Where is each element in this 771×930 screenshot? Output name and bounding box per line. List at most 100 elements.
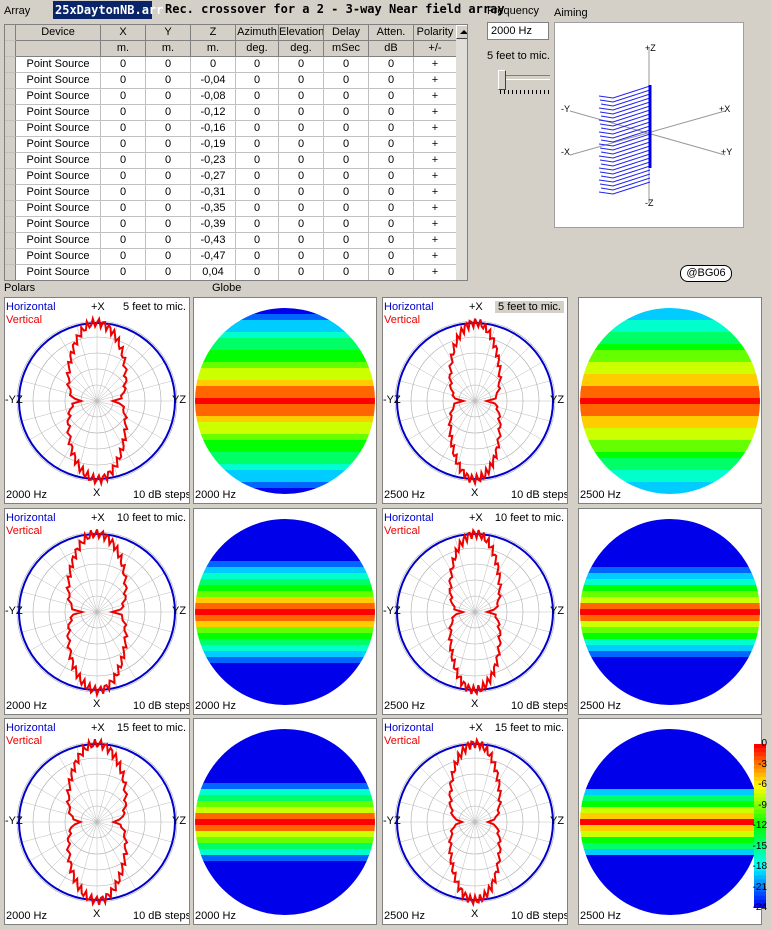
row-gutter[interactable]	[5, 265, 16, 280]
table-cell[interactable]: 0	[146, 73, 191, 89]
table-cell[interactable]: Point Source	[16, 121, 101, 137]
table-cell[interactable]: 0	[324, 185, 369, 201]
row-gutter[interactable]	[5, 217, 16, 233]
table-cell[interactable]: +	[414, 73, 457, 89]
column-header[interactable]: Polarity	[414, 25, 457, 41]
row-gutter[interactable]	[5, 105, 16, 121]
array-filename[interactable]: 25xDaytonNB.arr	[53, 1, 164, 19]
table-cell[interactable]: 0	[324, 121, 369, 137]
table-cell[interactable]: 0	[146, 217, 191, 233]
table-cell[interactable]: +	[414, 185, 457, 201]
table-cell[interactable]: 0	[146, 265, 191, 280]
table-cell[interactable]: 0	[324, 233, 369, 249]
row-gutter[interactable]	[5, 201, 16, 217]
table-cell[interactable]: 0	[369, 137, 414, 153]
table-cell[interactable]: -0,08	[191, 89, 236, 105]
table-cell[interactable]: 0	[369, 265, 414, 280]
table-cell[interactable]: 0	[369, 233, 414, 249]
table-cell[interactable]: 0	[236, 185, 279, 201]
table-cell[interactable]: +	[414, 89, 457, 105]
table-cell[interactable]: 0	[369, 89, 414, 105]
table-cell[interactable]: 0	[146, 57, 191, 73]
column-header[interactable]: Device	[16, 25, 101, 41]
table-cell[interactable]: 0	[369, 217, 414, 233]
scroll-up-arrow-icon[interactable]	[456, 25, 467, 39]
table-cell[interactable]: +	[414, 233, 457, 249]
table-cell[interactable]: -0,43	[191, 233, 236, 249]
row-gutter[interactable]	[5, 153, 16, 169]
table-cell[interactable]: 0	[101, 169, 146, 185]
table-row[interactable]: Point Source 0 0 0 0 0 0 0 +	[5, 57, 467, 73]
table-cell[interactable]: 0	[324, 201, 369, 217]
globe-panel[interactable]: 2000 Hz	[193, 297, 377, 504]
table-cell[interactable]: -0,31	[191, 185, 236, 201]
table-cell[interactable]: Point Source	[16, 249, 101, 265]
table-row[interactable]: Point Source 0 0 -0,27 0 0 0 0 +	[5, 169, 467, 185]
table-cell[interactable]: 0	[101, 233, 146, 249]
table-cell[interactable]: 0	[279, 89, 324, 105]
table-cell[interactable]: Point Source	[16, 217, 101, 233]
table-cell[interactable]: +	[414, 121, 457, 137]
table-cell[interactable]: 0	[324, 217, 369, 233]
table-cell[interactable]: +	[414, 57, 457, 73]
table-cell[interactable]: 0	[146, 249, 191, 265]
table-cell[interactable]: 0	[236, 73, 279, 89]
table-cell[interactable]: 0	[279, 185, 324, 201]
polar-panel[interactable]: Horizontal Vertical +X X -YZ YZ 2500 Hz 10 dB s…	[382, 718, 568, 925]
table-cell[interactable]: 0	[369, 249, 414, 265]
table-cell[interactable]: 0	[236, 265, 279, 280]
table-row[interactable]: Point Source 0 0 -0,47 0 0 0 0 +	[5, 249, 467, 265]
table-cell[interactable]: +	[414, 201, 457, 217]
table-cell[interactable]: 0	[369, 169, 414, 185]
table-row[interactable]: Point Source 0 0 -0,43 0 0 0 0 +	[5, 233, 467, 249]
table-cell[interactable]: 0	[279, 249, 324, 265]
column-header[interactable]: Z	[191, 25, 236, 41]
table-cell[interactable]: 0	[369, 185, 414, 201]
table-cell[interactable]: 0	[191, 57, 236, 73]
table-cell[interactable]: -0,19	[191, 137, 236, 153]
table-cell[interactable]: Point Source	[16, 185, 101, 201]
table-cell[interactable]: -0,47	[191, 249, 236, 265]
table-cell[interactable]: 0	[101, 105, 146, 121]
table-cell[interactable]: 0	[146, 169, 191, 185]
table-cell[interactable]: +	[414, 169, 457, 185]
table-cell[interactable]: -0,27	[191, 169, 236, 185]
table-cell[interactable]: Point Source	[16, 89, 101, 105]
table-cell[interactable]: 0	[236, 201, 279, 217]
table-cell[interactable]: Point Source	[16, 265, 101, 280]
table-cell[interactable]: Point Source	[16, 105, 101, 121]
table-cell[interactable]: 0	[101, 185, 146, 201]
column-header[interactable]: Elevation	[279, 25, 324, 41]
table-cell[interactable]: +	[414, 105, 457, 121]
row-gutter[interactable]	[5, 89, 16, 105]
table-cell[interactable]: 0	[101, 73, 146, 89]
table-row[interactable]: Point Source 0 0 -0,39 0 0 0 0 +	[5, 217, 467, 233]
table-cell[interactable]: -0,12	[191, 105, 236, 121]
table-cell[interactable]: +	[414, 265, 457, 280]
table-row[interactable]: Point Source 0 0 -0,19 0 0 0 0 +	[5, 137, 467, 153]
table-cell[interactable]: 0	[236, 57, 279, 73]
table-cell[interactable]: 0	[279, 169, 324, 185]
polar-panel[interactable]: Horizontal Vertical +X X -YZ YZ 2000 Hz 10 dB s…	[4, 508, 190, 715]
table-cell[interactable]: 0	[101, 217, 146, 233]
row-gutter[interactable]	[5, 121, 16, 137]
row-gutter[interactable]	[5, 137, 16, 153]
table-cell[interactable]: 0	[279, 217, 324, 233]
row-gutter[interactable]	[5, 41, 16, 57]
table-cell[interactable]: Point Source	[16, 153, 101, 169]
table-cell[interactable]: 0	[324, 169, 369, 185]
table-cell[interactable]: 0	[369, 105, 414, 121]
row-gutter[interactable]	[5, 25, 16, 41]
table-row[interactable]: Point Source 0 0 -0,23 0 0 0 0 +	[5, 153, 467, 169]
table-cell[interactable]: 0	[324, 249, 369, 265]
table-cell[interactable]: 0	[279, 105, 324, 121]
table-cell[interactable]: 0	[369, 153, 414, 169]
table-cell[interactable]: 0	[146, 89, 191, 105]
table-cell[interactable]: 0	[146, 121, 191, 137]
table-cell[interactable]: 0	[146, 153, 191, 169]
table-cell[interactable]: +	[414, 249, 457, 265]
column-header[interactable]: Y	[146, 25, 191, 41]
table-cell[interactable]: 0	[101, 121, 146, 137]
polar-panel[interactable]: Horizontal Vertical +X X -YZ YZ 2500 Hz 10 dB s…	[382, 508, 568, 715]
table-cell[interactable]: 0	[236, 169, 279, 185]
